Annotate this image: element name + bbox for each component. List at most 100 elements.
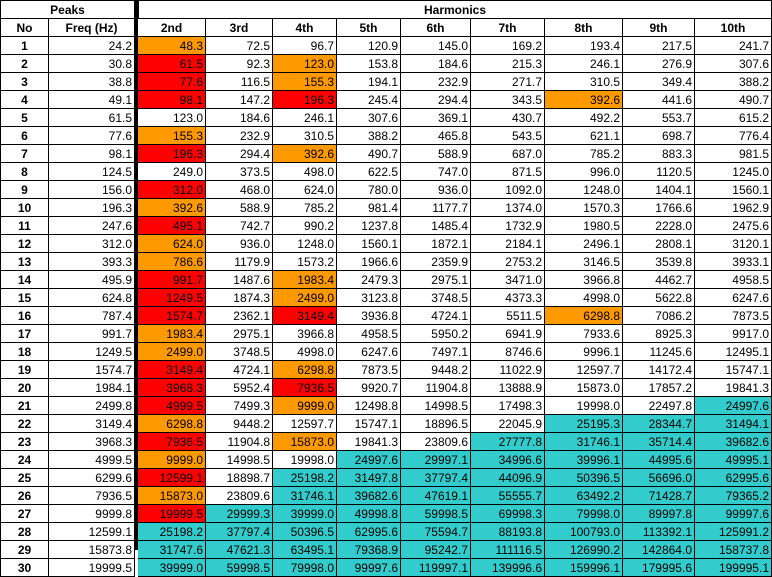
harmonic-cell-white: 116.5 — [206, 73, 273, 91]
harmonic-cell-white: 7497.1 — [401, 343, 471, 361]
peak-frequency: 495.9 — [49, 271, 135, 289]
peak-frequency: 7936.5 — [49, 487, 135, 505]
harmonic-cell-white: 123.0 — [138, 109, 206, 127]
row-number: 14 — [0, 271, 49, 289]
harmonic-cell-teal: 39682.6 — [695, 433, 772, 451]
peak-frequency: 19999.5 — [49, 559, 135, 577]
harmonic-cell-white: 11904.8 — [206, 433, 273, 451]
harmonic-cell-white: 2479.3 — [337, 271, 401, 289]
harmonic-cell-white: 3748.5 — [401, 289, 471, 307]
harmonic-cell-white: 15747.1 — [337, 415, 401, 433]
harmonic-cell-white: 780.0 — [337, 181, 401, 199]
harmonic-cell-white: 3966.8 — [273, 325, 337, 343]
row-number: 13 — [0, 253, 49, 271]
harmonic-cell-white: 18898.7 — [206, 469, 273, 487]
harmonic-cell-teal: 79998.0 — [273, 559, 337, 577]
peak-frequency: 787.4 — [49, 307, 135, 325]
harmonic-cell-white: 3936.8 — [337, 307, 401, 325]
harmonic-cell-white: 276.9 — [623, 55, 695, 73]
harmonic-cell-teal: 25198.2 — [138, 523, 206, 541]
harmonic-cell-teal: 49998.8 — [337, 505, 401, 523]
harmonic-cell-white: 349.4 — [623, 73, 695, 91]
harmonic-cell-white: 307.6 — [695, 55, 772, 73]
column-header-harmonic-2nd: 2nd — [138, 19, 206, 37]
peak-frequency: 30.8 — [49, 55, 135, 73]
harmonic-cell-white: 1374.0 — [471, 199, 545, 217]
harmonic-cell-white: 430.7 — [471, 109, 545, 127]
harmonic-cell-white: 5511.5 — [471, 307, 545, 325]
harmonic-cell-white: 17498.3 — [471, 397, 545, 415]
harmonic-cell-white: 1179.9 — [206, 253, 273, 271]
column-header-harmonic-5th: 5th — [337, 19, 401, 37]
harmonic-cell-white: 3933.1 — [695, 253, 772, 271]
harmonic-cell-white: 241.7 — [695, 37, 772, 55]
harmonic-cell-teal: 25198.2 — [273, 469, 337, 487]
harmonic-cell-white: 145.0 — [401, 37, 471, 55]
harmonic-cell-white: 1966.6 — [337, 253, 401, 271]
harmonic-cell-teal: 62995.6 — [337, 523, 401, 541]
harmonic-cell-teal: 34996.6 — [471, 451, 545, 469]
harmonic-cell-white: 698.7 — [623, 127, 695, 145]
harmonic-cell-white: 217.5 — [623, 37, 695, 55]
harmonic-cell-white: 5622.8 — [623, 289, 695, 307]
harmonic-cell-white: 15747.1 — [695, 361, 772, 379]
harmonic-cell-white: 147.2 — [206, 91, 273, 109]
harmonic-cell-orange: 6298.8 — [138, 415, 206, 433]
harmonic-cell-white: 588.9 — [206, 199, 273, 217]
harmonic-cell-white: 4724.1 — [401, 307, 471, 325]
harmonic-cell-white: 307.6 — [337, 109, 401, 127]
harmonic-cell-white: 72.5 — [206, 37, 273, 55]
harmonic-cell-teal: 31497.8 — [337, 469, 401, 487]
harmonic-cell-teal: 88193.8 — [471, 523, 545, 541]
harmonic-cell-white: 615.2 — [695, 109, 772, 127]
harmonic-cell-white: 14998.5 — [401, 397, 471, 415]
harmonic-cell-white: 249.0 — [138, 163, 206, 181]
row-number: 20 — [0, 379, 49, 397]
harmonic-cell-white: 14998.5 — [206, 451, 273, 469]
harmonic-cell-white: 3966.8 — [545, 271, 623, 289]
harmonic-cell-white: 96.7 — [273, 37, 337, 55]
harmonic-cell-white: 498.0 — [273, 163, 337, 181]
harmonic-cell-teal: 31746.1 — [273, 487, 337, 505]
harmonic-cell-white: 687.0 — [471, 145, 545, 163]
harmonic-cell-teal: 100793.0 — [545, 523, 623, 541]
harmonic-cell-white: 9917.0 — [695, 325, 772, 343]
row-number: 18 — [0, 343, 49, 361]
harmonic-cell-white: 2753.2 — [471, 253, 545, 271]
harmonic-cell-white: 12495.1 — [695, 343, 772, 361]
column-header-harmonic-10th: 10th — [695, 19, 772, 37]
harmonic-cell-teal: 31746.1 — [545, 433, 623, 451]
harmonic-cell-white: 3146.5 — [545, 253, 623, 271]
harmonic-cell-white: 232.9 — [206, 127, 273, 145]
harmonic-cell-teal: 24997.6 — [337, 451, 401, 469]
harmonic-cell-white: 936.0 — [401, 181, 471, 199]
row-number: 11 — [0, 217, 49, 235]
harmonic-cell-orange: 1983.4 — [273, 271, 337, 289]
harmonic-cell-white: 1237.8 — [337, 217, 401, 235]
harmonic-cell-teal: 28344.7 — [623, 415, 695, 433]
harmonic-cell-teal: 75594.7 — [401, 523, 471, 541]
harmonic-cell-teal: 99997.6 — [695, 505, 772, 523]
row-number: 12 — [0, 235, 49, 253]
peak-frequency: 98.1 — [49, 145, 135, 163]
harmonic-cell-white: 1732.9 — [471, 217, 545, 235]
harmonic-cell-white: 5950.2 — [401, 325, 471, 343]
harmonic-cell-red: 7936.5 — [273, 379, 337, 397]
harmonic-cell-teal: 39999.0 — [138, 559, 206, 577]
harmonic-cell-teal: 59998.5 — [401, 505, 471, 523]
peak-frequency: 9999.8 — [49, 505, 135, 523]
harmonic-cell-teal: 199995.1 — [695, 559, 772, 577]
column-header-harmonic-6th: 6th — [401, 19, 471, 37]
row-number: 4 — [0, 91, 49, 109]
row-number: 8 — [0, 163, 49, 181]
harmonic-cell-red: 1249.5 — [138, 289, 206, 307]
row-number: 27 — [0, 505, 49, 523]
column-header-no: No — [0, 19, 49, 37]
harmonic-cell-white: 1120.5 — [623, 163, 695, 181]
harmonic-cell-teal: 31747.6 — [138, 541, 206, 559]
harmonic-cell-teal: 69998.3 — [471, 505, 545, 523]
harmonic-cell-teal: 63495.1 — [273, 541, 337, 559]
harmonic-cell-orange: 155.3 — [138, 127, 206, 145]
harmonic-cell-teal: 89997.8 — [623, 505, 695, 523]
